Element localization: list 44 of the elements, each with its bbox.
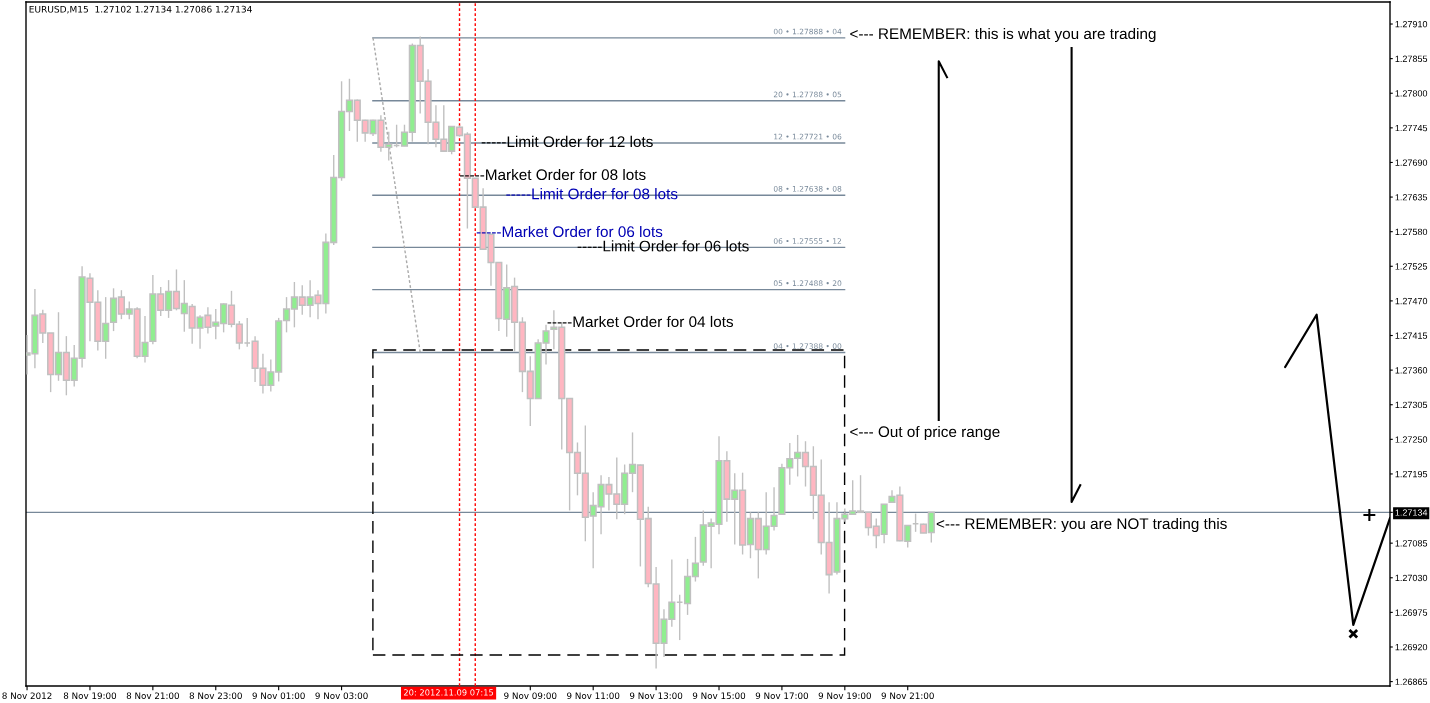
- y-tick-label: 1.27250: [1395, 436, 1428, 443]
- annotation: <--- REMEMBER: you are NOT trading this: [936, 517, 1227, 533]
- y-tick-label: 1.27134: [1395, 509, 1428, 516]
- chart-title: EURUSD,M15 1.27102 1.27134 1.27086 1.27134: [29, 5, 252, 14]
- x-tick-label: 8 Nov 21:00: [126, 692, 179, 700]
- y-tick-label: 1.26975: [1395, 609, 1428, 616]
- y-tick-label: 1.27690: [1395, 159, 1428, 166]
- annotation: -----Limit Order for 08 lots: [506, 188, 678, 200]
- annotation: <--- REMEMBER: this is what you are trading: [850, 27, 1156, 43]
- y-tick-label: 1.27195: [1395, 470, 1428, 478]
- y-tick-label: 1.27030: [1395, 574, 1428, 582]
- y-tick-label: 1.26920: [1395, 643, 1428, 651]
- annotation: -----Limit Order for 06 lots: [577, 240, 749, 252]
- x-tick-label: 9 Nov 17:00: [755, 692, 809, 700]
- x-tick-label: 9 Nov 01:00: [252, 692, 305, 700]
- y-tick-label: 1.27745: [1395, 124, 1428, 132]
- y-tick-label: 1.27305: [1395, 401, 1428, 409]
- y-tick-label: 1.27635: [1395, 194, 1428, 201]
- x-tick-label: 9 Nov 09:00: [504, 692, 557, 700]
- x-tick-label: 9 Nov 13:00: [629, 692, 683, 700]
- annotation: <--- Out of price range: [850, 425, 1000, 441]
- x-tick-label: 9 Nov 03:00: [315, 692, 368, 700]
- y-tick-label: 1.27085: [1395, 540, 1428, 547]
- x-tick-label: 9 Nov 15:00: [692, 692, 746, 700]
- y-tick-label: 1.27525: [1395, 263, 1428, 270]
- y-tick-label: 1.27360: [1395, 367, 1428, 374]
- text: 20: 2012.11.09 07:15: [403, 689, 494, 696]
- annotation: -----Market Order for 08 lots: [460, 168, 646, 181]
- y-tick-label: 1.27580: [1395, 228, 1428, 236]
- x-tick-label: 9 Nov 11:00: [567, 692, 620, 700]
- y-tick-label: 1.27800: [1395, 90, 1428, 97]
- y-tick-label: 1.27415: [1395, 332, 1428, 339]
- y-tick-label: 1.26865: [1395, 678, 1428, 685]
- x-tick-label: 9 Nov 19:00: [818, 692, 871, 700]
- x-tick-label: 8 Nov 19:00: [63, 692, 117, 700]
- x-tick-label: 8 Nov 2012: [2, 692, 52, 700]
- y-tick-label: 1.27470: [1395, 297, 1428, 305]
- y-tick-label: 1.27910: [1395, 20, 1428, 28]
- annotation: -----Limit Order for 12 lots: [481, 135, 653, 148]
- x-tick-label: 9 Nov 21:00: [881, 692, 934, 700]
- annotation: -----Market Order for 06 lots: [476, 225, 663, 238]
- annotation: -----Market Order for 04 lots: [547, 315, 734, 328]
- x-tick-label: 8 Nov 23:00: [189, 692, 242, 700]
- y-tick-label: 1.27855: [1395, 55, 1428, 62]
